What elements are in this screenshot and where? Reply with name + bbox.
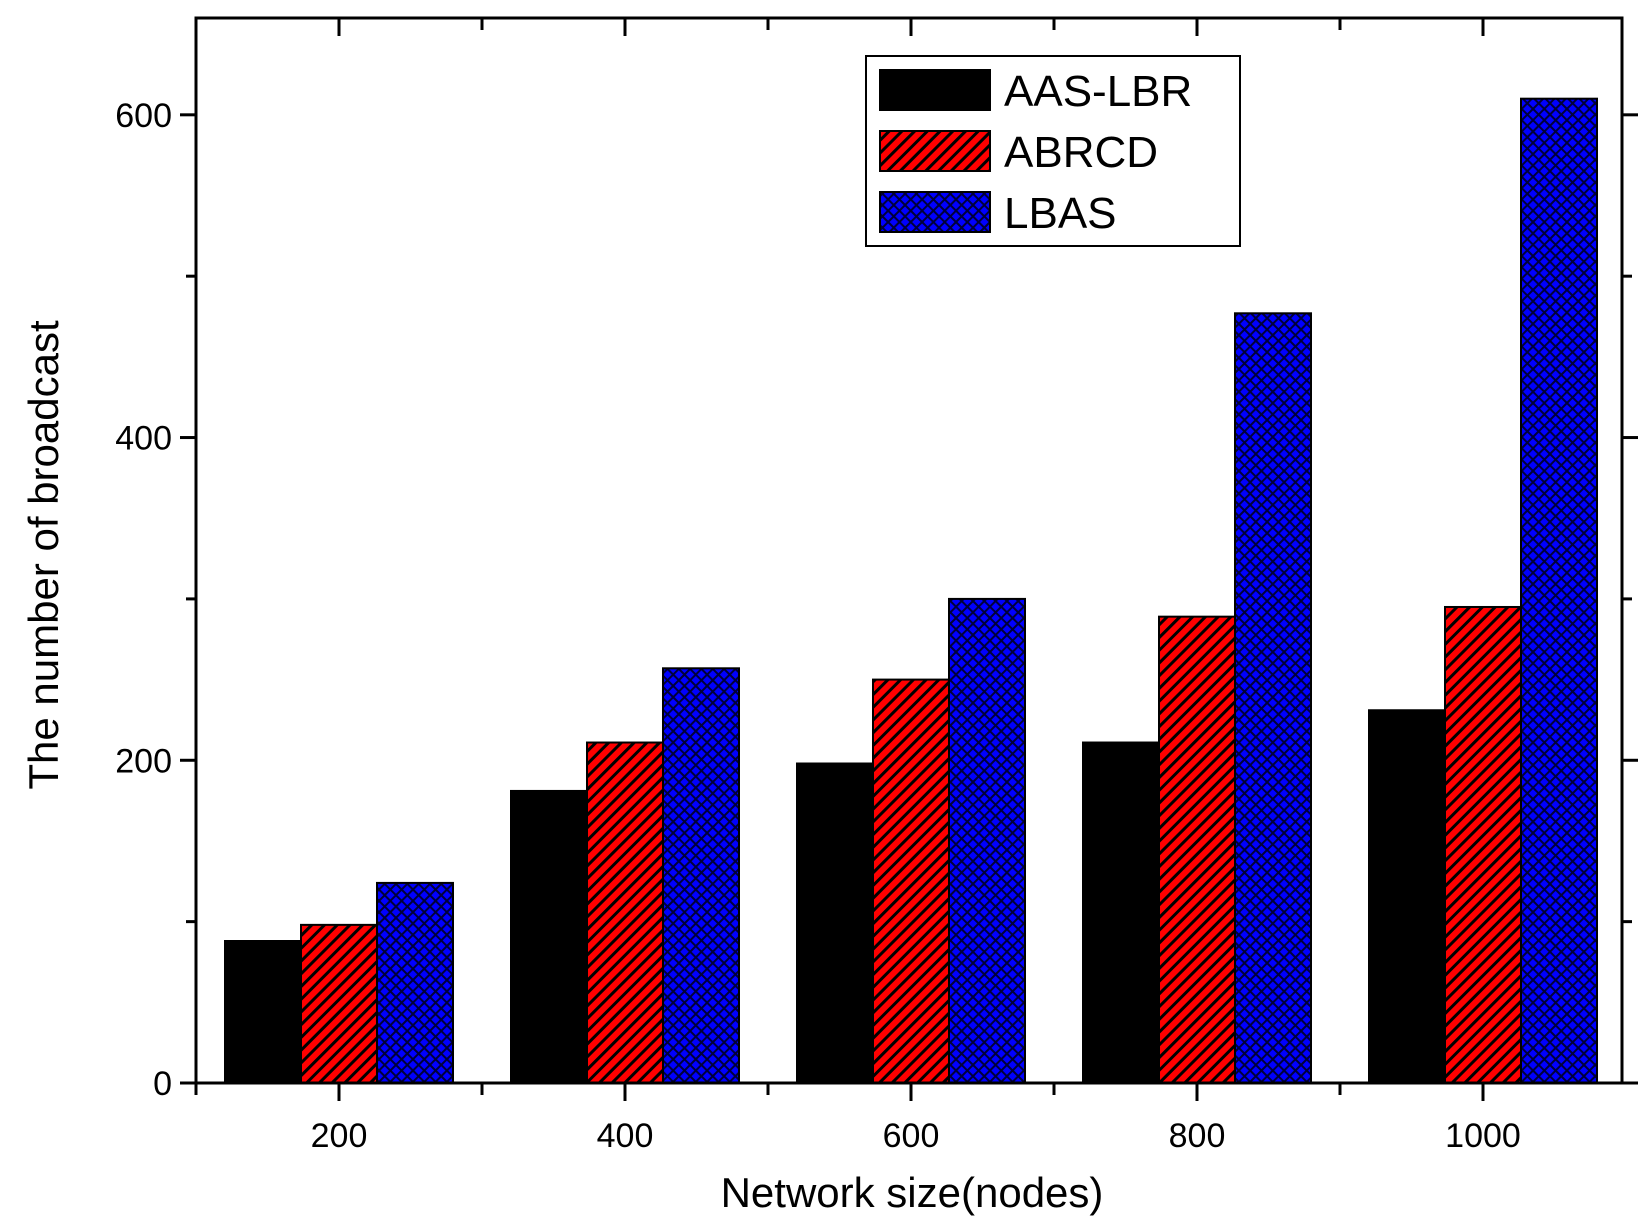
legend-swatch-lbas [879,191,991,233]
y-tick-label: 0 [153,1065,172,1103]
y-tick-label: 400 [115,420,172,458]
bar-aas-lbr-600 [796,762,874,1084]
bar-abrcd-1000 [1444,605,1522,1085]
legend-label-lbas: LBAS [1004,189,1117,238]
axes-layer: 0 200 400 600 200 400 600 800 1000 [115,16,1638,1155]
bar-aas-lbr-200 [224,940,302,1084]
y-tick-label: 600 [115,97,172,135]
x-tick-label: 400 [597,1117,654,1155]
bar-abrcd-200 [300,923,378,1085]
bar-aas-lbr-800 [1082,741,1160,1084]
x-axis-title: Network size(nodes) [721,1169,1104,1216]
bar-lbas-400 [662,667,740,1085]
bar-abrcd-400 [586,741,664,1084]
legend-swatch-aas-lbr [879,69,991,111]
x-tick-label: 1000 [1445,1117,1521,1155]
bar-aas-lbr-400 [510,789,588,1084]
bars-layer [224,97,1598,1085]
y-axis-title: The number of broadcast [20,320,67,790]
bar-lbas-200 [376,881,454,1085]
bar-aas-lbr-1000 [1368,709,1446,1084]
bar-lbas-800 [1234,312,1312,1084]
plot-frame [194,16,1624,1085]
x-tick-label: 800 [1169,1117,1226,1155]
y-tick-label: 200 [115,742,172,780]
legend-swatch-abrcd [879,130,991,172]
legend-label-abrcd: ABRCD [1004,128,1158,177]
legend: AAS-LBR ABRCD LBAS [865,55,1241,247]
bar-lbas-600 [948,597,1026,1085]
bar-abrcd-800 [1158,615,1236,1085]
bar-lbas-1000 [1520,97,1598,1084]
legend-label-aas-lbr: AAS-LBR [1004,67,1192,116]
bar-abrcd-600 [872,678,950,1084]
x-tick-label: 200 [311,1117,368,1155]
x-tick-label: 600 [883,1117,940,1155]
